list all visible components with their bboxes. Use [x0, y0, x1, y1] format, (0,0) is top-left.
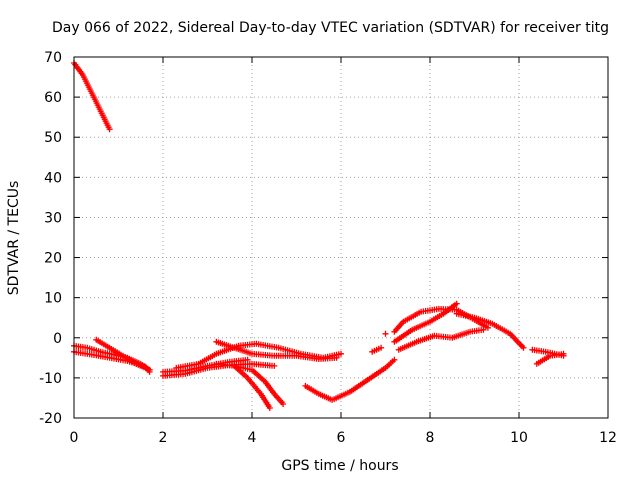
data-point-marker	[338, 350, 344, 357]
series-arc-17	[453, 310, 527, 351]
data-point-marker	[453, 300, 460, 307]
data-point-marker	[106, 126, 113, 133]
y-axis-title: SDTVAR / TECUs	[6, 181, 22, 296]
y-tick-label: 30	[44, 210, 62, 226]
y-tick-label: -10	[39, 371, 62, 387]
plot-frame	[73, 56, 609, 419]
series-arc-8	[213, 338, 340, 362]
series-arc-11	[302, 356, 398, 403]
y-tick-label: 20	[44, 251, 62, 267]
series-arc-13	[382, 330, 389, 337]
data-point-marker	[520, 344, 527, 351]
x-tick-label: 12	[599, 430, 617, 446]
y-tick-label: 70	[44, 50, 62, 66]
data-point-marker	[560, 350, 567, 357]
data-point-marker	[280, 401, 287, 407]
data-point-marker	[391, 356, 398, 363]
data-point-marker	[378, 344, 385, 351]
x-tick-label: 4	[248, 430, 257, 446]
y-tick-label: 50	[44, 130, 62, 146]
y-tick-label: 60	[44, 90, 62, 106]
data-point-marker	[266, 405, 273, 411]
series-arc-12	[369, 344, 385, 355]
axis-ticks: 0 2 4 6 8 10 12 -20 -10 0 10 20 30 40 50 60 70	[39, 50, 617, 446]
data-point-marker	[484, 324, 491, 331]
y-tick-label: 0	[53, 331, 62, 347]
series-arc-15	[391, 300, 460, 345]
series-arc-19	[533, 350, 567, 367]
data-point-marker	[146, 366, 153, 373]
chart-title: Day 066 of 2022, Sidereal Day-to-day VTE…	[52, 20, 609, 36]
x-tick-label: 10	[510, 430, 528, 446]
series-arc-4	[93, 336, 153, 373]
data-point-marker	[480, 326, 487, 333]
y-tick-label: -20	[39, 411, 62, 427]
data-point-marker	[271, 362, 278, 369]
x-tick-label: 2	[159, 430, 168, 446]
x-tick-label: 0	[70, 430, 79, 446]
series-arc-1	[71, 60, 113, 133]
series-arc-16	[395, 326, 487, 353]
data-point-marker	[333, 354, 340, 361]
data-point-marker	[382, 330, 389, 337]
x-tick-label: 8	[426, 430, 435, 446]
x-axis-title: GPS time / hours	[281, 458, 398, 474]
x-tick-label: 6	[337, 430, 346, 446]
y-tick-label: 10	[44, 291, 62, 307]
series-arc-10	[231, 362, 287, 407]
y-tick-label: 40	[44, 170, 62, 186]
